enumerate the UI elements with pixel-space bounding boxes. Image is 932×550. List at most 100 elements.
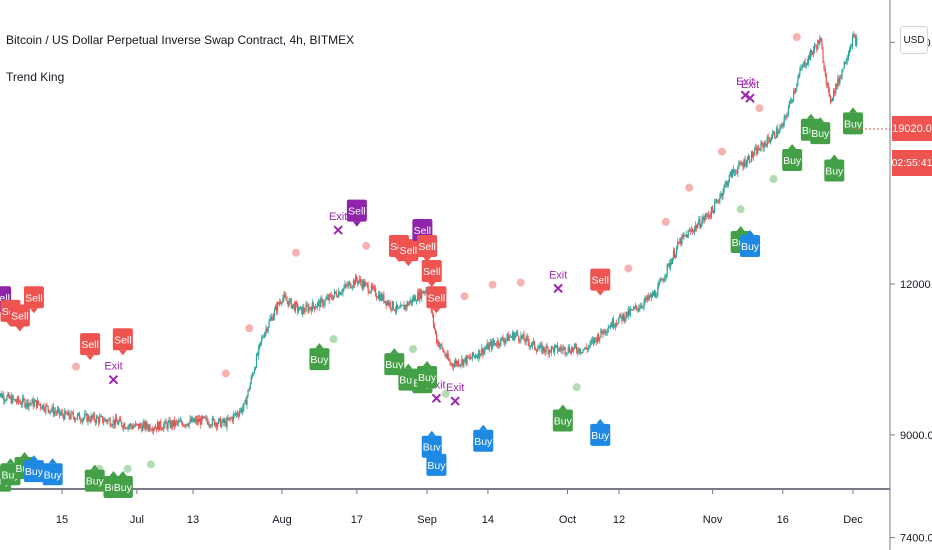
candle-body — [786, 114, 788, 117]
candle-body — [688, 230, 691, 232]
candle-body — [315, 306, 318, 308]
candle-body — [260, 341, 262, 344]
candle-body — [47, 405, 49, 410]
candle-body — [211, 417, 213, 426]
candle-body — [421, 290, 423, 299]
candle-body — [821, 42, 823, 50]
candle-body — [784, 115, 786, 118]
candle-body — [372, 287, 374, 289]
candle-body — [463, 359, 465, 366]
candle-body — [491, 340, 493, 349]
candle-body — [843, 62, 845, 69]
candle-body — [684, 234, 686, 236]
candle-body — [254, 367, 257, 370]
candle-body — [788, 101, 790, 109]
candle-body — [512, 332, 515, 340]
candle-body — [344, 284, 346, 288]
candle-body — [246, 396, 248, 405]
candle-body — [198, 418, 200, 422]
candle-body — [171, 421, 173, 427]
candle-body — [277, 302, 279, 312]
signal-text: Buy — [427, 460, 446, 472]
candle-body — [214, 423, 216, 426]
candle-body — [227, 418, 229, 420]
signal-pointer — [90, 464, 99, 470]
candle-body — [447, 353, 449, 360]
candle-body — [110, 425, 112, 427]
candle-body — [681, 235, 683, 245]
candle-body — [135, 423, 137, 425]
candle-body — [294, 302, 296, 311]
candle-body — [217, 419, 220, 424]
candle-body — [539, 345, 541, 349]
candle-body — [62, 412, 64, 416]
candle-body — [615, 323, 617, 327]
candle-body — [618, 318, 620, 324]
signal-box — [23, 286, 44, 309]
candle-body — [385, 301, 387, 306]
candle-body — [725, 182, 727, 184]
candle-body — [807, 55, 809, 63]
candle-body — [281, 302, 283, 304]
candle-body — [701, 220, 703, 226]
candle-body — [845, 60, 847, 64]
candle-body — [782, 124, 784, 127]
candle-body — [514, 333, 517, 336]
indicator-name[interactable]: Trend King — [6, 70, 65, 84]
symbol-title[interactable]: Bitcoin / US Dollar Perpetual Inverse Sw… — [6, 33, 355, 47]
candle-body — [252, 373, 254, 375]
candle-body — [457, 361, 459, 365]
candle-body — [571, 348, 574, 351]
time-tick-label: 17 — [351, 514, 363, 526]
candle-body — [704, 217, 706, 221]
candle-body — [310, 308, 312, 312]
candle-body — [248, 389, 250, 391]
candle-body — [158, 421, 161, 431]
candle-body — [150, 430, 152, 432]
candle-body — [233, 413, 235, 415]
candle-body — [283, 294, 285, 299]
candle-body — [436, 333, 438, 343]
candle-body — [220, 418, 222, 427]
candle-body — [113, 420, 115, 426]
candle-body — [830, 100, 833, 102]
candle-body — [215, 423, 218, 427]
candle-body — [108, 419, 110, 421]
candle-body — [820, 37, 822, 43]
signal-text: Buy — [591, 430, 610, 442]
candle-body — [446, 353, 448, 358]
candle-body — [692, 231, 695, 233]
candle-body — [680, 239, 682, 245]
signal-box — [112, 328, 133, 351]
candle-body — [293, 303, 295, 311]
signal-text: Sell — [114, 334, 132, 346]
candle-body — [752, 154, 755, 157]
candle-body — [410, 300, 412, 304]
candle-body — [21, 404, 23, 406]
candle-body — [665, 274, 667, 278]
candle-body — [616, 323, 618, 325]
candle-body — [395, 304, 398, 311]
candle-body — [815, 45, 817, 47]
candle-body — [698, 219, 700, 225]
candle-body — [544, 350, 546, 352]
candle-body — [721, 193, 723, 197]
candle-body — [810, 50, 813, 53]
candle-body — [502, 337, 504, 341]
candle-body — [739, 162, 741, 164]
candle-body — [405, 305, 407, 308]
candle-body — [715, 202, 717, 204]
candle-body — [799, 69, 801, 75]
signal-box — [782, 148, 803, 171]
candle-body — [686, 234, 688, 238]
candle-body — [121, 421, 123, 427]
candle-body — [206, 417, 208, 422]
trend-dot — [362, 241, 371, 250]
signal-labels: SellSellSellSellSellSellBuyBuyBuyBuyBuyB… — [0, 107, 863, 498]
candle-body — [7, 393, 9, 396]
currency-button[interactable]: USD — [900, 26, 928, 54]
candle-body — [411, 298, 413, 304]
candle-body — [226, 418, 228, 427]
buy-signal: Buy — [309, 343, 330, 371]
